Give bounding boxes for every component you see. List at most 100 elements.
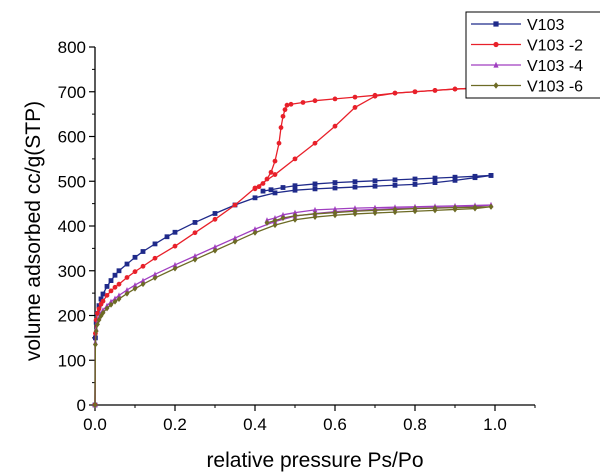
series-4 [92, 203, 494, 408]
legend-item: V103 -2 [471, 38, 583, 55]
data-point [284, 102, 290, 108]
data-point [272, 158, 278, 164]
x-ticks: 0.0 0.2 0.4 0.6 0.8 1.0 [83, 405, 536, 434]
data-point [332, 123, 338, 129]
data-point [96, 316, 102, 323]
data-point [332, 180, 338, 185]
data-point [280, 211, 286, 218]
data-point [92, 402, 98, 408]
data-point [112, 298, 118, 305]
plot-series [92, 84, 494, 408]
series-2 [92, 84, 494, 408]
data-point [472, 173, 478, 179]
data-point [488, 203, 494, 210]
data-point [352, 94, 358, 100]
x-tick-label: 1.0 [483, 415, 507, 434]
data-point [252, 229, 258, 236]
data-point [312, 206, 318, 213]
data-point [232, 202, 238, 208]
data-point [392, 182, 398, 188]
series-1 [92, 173, 494, 408]
data-point [352, 208, 358, 215]
data-point [152, 241, 158, 247]
data-point [232, 235, 238, 241]
data-point [108, 278, 114, 283]
data-point [352, 184, 358, 190]
legend-label: V103 -6 [527, 79, 583, 96]
data-point [280, 185, 286, 190]
data-point [432, 180, 438, 185]
data-point [432, 205, 438, 212]
data-point [132, 254, 138, 260]
data-point [312, 140, 318, 146]
data-point [112, 272, 118, 278]
data-point [132, 285, 138, 292]
x-tick-label: 0.0 [83, 415, 107, 434]
data-point [493, 61, 499, 68]
data-point [124, 261, 130, 267]
data-point [104, 284, 110, 289]
data-point [100, 298, 106, 304]
data-point [488, 173, 494, 178]
data-point [96, 303, 102, 309]
data-point [112, 284, 118, 290]
data-point [372, 178, 378, 184]
data-point [212, 244, 218, 250]
data-point [140, 249, 146, 254]
data-point [352, 105, 358, 110]
data-point [452, 86, 458, 92]
data-point [252, 186, 258, 192]
data-point [98, 296, 104, 302]
x-tick-label: 0.8 [403, 415, 427, 434]
data-point [292, 209, 298, 215]
data-point [95, 321, 100, 328]
data-point [108, 301, 114, 308]
data-point [212, 211, 218, 216]
data-point [192, 256, 198, 263]
data-point [452, 174, 458, 180]
data-point [264, 176, 270, 182]
data-point [124, 286, 130, 293]
data-point [412, 205, 418, 212]
y-tick-label: 700 [58, 83, 86, 102]
y-tick-label: 500 [58, 172, 86, 191]
data-point [452, 177, 458, 183]
legend-label: V103 [527, 17, 564, 34]
data-point [472, 204, 478, 211]
y-tick-label: 300 [58, 262, 86, 281]
data-point [260, 188, 266, 194]
data-point [332, 205, 338, 212]
x-tick-label: 0.2 [163, 415, 187, 434]
data-point [372, 92, 378, 98]
data-point [372, 183, 378, 189]
data-point [104, 292, 110, 298]
data-point [272, 222, 278, 229]
data-point [272, 190, 278, 196]
data-point [312, 186, 318, 192]
data-point [264, 219, 270, 226]
data-point [392, 177, 398, 183]
data-point [172, 261, 178, 268]
data-point [292, 183, 298, 189]
data-point [268, 187, 274, 193]
data-point [493, 21, 499, 27]
data-point [172, 243, 178, 249]
data-point [272, 172, 278, 177]
data-point [432, 175, 438, 181]
data-point [140, 277, 146, 283]
data-point [100, 291, 106, 297]
y-tick-label: 600 [58, 128, 86, 147]
data-point [280, 113, 286, 119]
data-point [172, 229, 178, 235]
y-axis-title: volume adsorbed cc/g(STP) [22, 101, 45, 361]
data-point [432, 88, 438, 93]
series-3 [92, 201, 494, 408]
data-point [312, 210, 318, 217]
data-point [108, 288, 114, 294]
data-point [452, 204, 458, 211]
data-point [132, 269, 138, 275]
data-point [93, 328, 99, 335]
data-point [256, 184, 262, 190]
data-point [372, 207, 378, 214]
